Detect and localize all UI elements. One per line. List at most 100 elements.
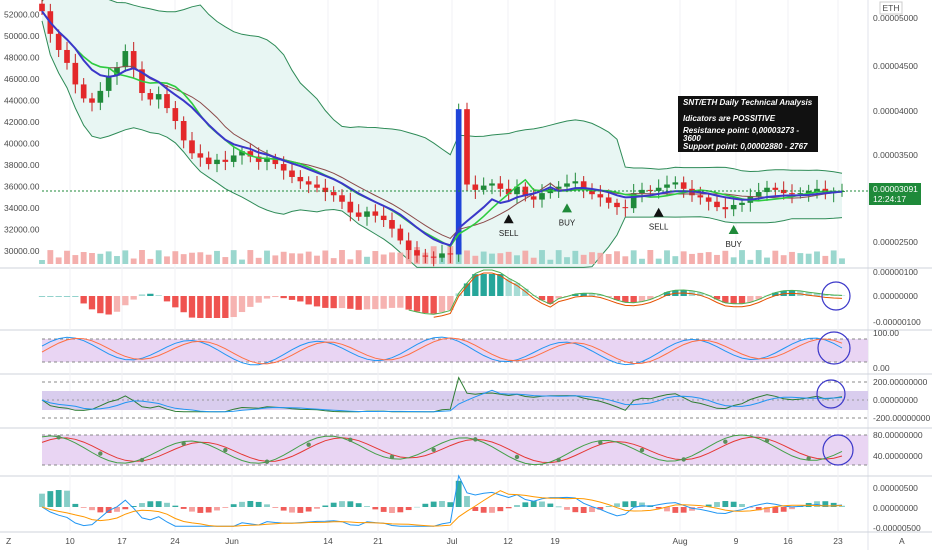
volume-bar — [772, 250, 779, 264]
macd-histogram-bar — [405, 296, 412, 310]
macd-histogram-bar — [438, 296, 446, 313]
macd-histogram-bar — [613, 296, 621, 301]
oscillator-bar — [455, 480, 462, 507]
macd-histogram-bar — [338, 296, 346, 309]
candle-body — [455, 109, 462, 255]
macd-histogram-bar — [288, 296, 296, 300]
candle-body — [772, 187, 779, 190]
volume-bar — [839, 258, 845, 264]
oscillator-bar — [730, 501, 737, 507]
oscillator-bar — [339, 501, 345, 507]
candle-body — [464, 109, 470, 185]
candle-body — [272, 157, 279, 165]
candle-body — [247, 151, 254, 157]
right-axis-tick: 0.00004000 — [873, 106, 918, 116]
left-axis-tick: 34000.00 — [4, 203, 40, 213]
countdown-label: 12:24:17 — [873, 194, 906, 204]
oscillator-bar — [55, 490, 62, 507]
oscillator-bar — [572, 507, 579, 513]
candle-body — [389, 220, 395, 229]
rsi-cross-dot — [431, 447, 436, 453]
oscillator-bar — [222, 507, 229, 508]
volume-bar — [747, 259, 754, 264]
candle-body — [214, 159, 220, 165]
oscillator-bar — [355, 503, 362, 507]
candle-body — [622, 207, 629, 209]
oscillator-bar — [372, 507, 379, 510]
signal-label: BUY — [725, 240, 742, 249]
rsi-cross-dot — [348, 437, 353, 443]
macd-histogram-bar — [72, 296, 79, 297]
oscillator-bar — [755, 507, 762, 511]
oscillator-bar — [547, 503, 554, 507]
volume-bar — [347, 259, 354, 264]
rsi-cross-dot — [139, 457, 145, 463]
oscillator-bar — [189, 507, 195, 512]
left-axis-tick: 46000.00 — [4, 74, 40, 84]
macd-histogram-bar — [47, 296, 54, 297]
candle-body — [697, 195, 704, 198]
volume-bar — [539, 250, 545, 264]
highlight-circle — [822, 434, 854, 466]
candle-body — [655, 187, 662, 191]
oscillator-bar — [539, 501, 545, 507]
candle-body — [55, 33, 62, 50]
macd-histogram-bar — [213, 296, 221, 318]
candle-body — [364, 211, 370, 217]
volume-bar — [97, 253, 104, 264]
volume-bar — [580, 254, 587, 264]
candle-body — [239, 151, 245, 156]
candle-body — [280, 164, 287, 171]
macd-histogram-bar — [155, 295, 162, 296]
left-axis-tick: 40000.00 — [4, 139, 40, 149]
macd-histogram-bar — [630, 296, 637, 303]
volume-bar — [672, 256, 679, 264]
volume-bar — [755, 250, 762, 264]
volume-bar — [264, 250, 270, 264]
volume-bar — [589, 252, 595, 264]
oscillator-bar — [439, 501, 445, 507]
oscillator-bar — [672, 507, 679, 513]
candle-body — [514, 186, 520, 195]
highlight-circle — [821, 281, 851, 311]
candle-body — [539, 193, 545, 200]
x-axis-tick: 16 — [783, 536, 793, 546]
candle-body — [339, 195, 345, 202]
candle-body — [372, 211, 379, 216]
volume-bar — [647, 250, 654, 264]
bottom-right-letter: A — [899, 536, 905, 546]
macd-histogram-bar — [88, 296, 96, 310]
left-axis-tick: 48000.00 — [4, 53, 40, 63]
candle-body — [739, 202, 745, 205]
highlight-circle — [816, 379, 846, 409]
signal-marker — [562, 203, 572, 213]
oscillator-bar — [289, 507, 295, 513]
volume-bar — [505, 251, 512, 264]
candle-body — [189, 140, 195, 154]
volume-bar — [280, 251, 287, 264]
candle-body — [264, 157, 270, 162]
annotation-line: Resistance point: 0,00003273 - — [683, 126, 799, 135]
macd-histogram-bar — [280, 296, 287, 299]
volume-bar — [380, 254, 387, 264]
volume-bar — [72, 255, 79, 264]
volume-bar — [55, 257, 62, 264]
macd-histogram-bar — [397, 296, 404, 308]
bottom-left-letter: Z — [6, 536, 11, 546]
candle-body — [380, 215, 387, 221]
annotation-line: SNT/ETH Daily Technical Analysis — [683, 98, 813, 107]
oscillator-bar — [180, 507, 187, 509]
oscillator-bar — [605, 506, 612, 507]
candle-body — [580, 181, 587, 190]
candle-body — [672, 182, 679, 185]
candle-body — [205, 157, 212, 165]
macd-histogram-bar — [697, 292, 704, 296]
oscillator-bar — [530, 501, 537, 507]
annotation-line: Idicators are POSSITIVE — [683, 114, 776, 123]
macd-histogram-bar — [272, 296, 279, 298]
candle-body — [722, 207, 729, 210]
oscillator-bar — [89, 507, 95, 511]
volume-bar — [289, 253, 295, 264]
oscillator-bar — [164, 502, 170, 507]
macd-histogram-bar — [663, 292, 671, 296]
